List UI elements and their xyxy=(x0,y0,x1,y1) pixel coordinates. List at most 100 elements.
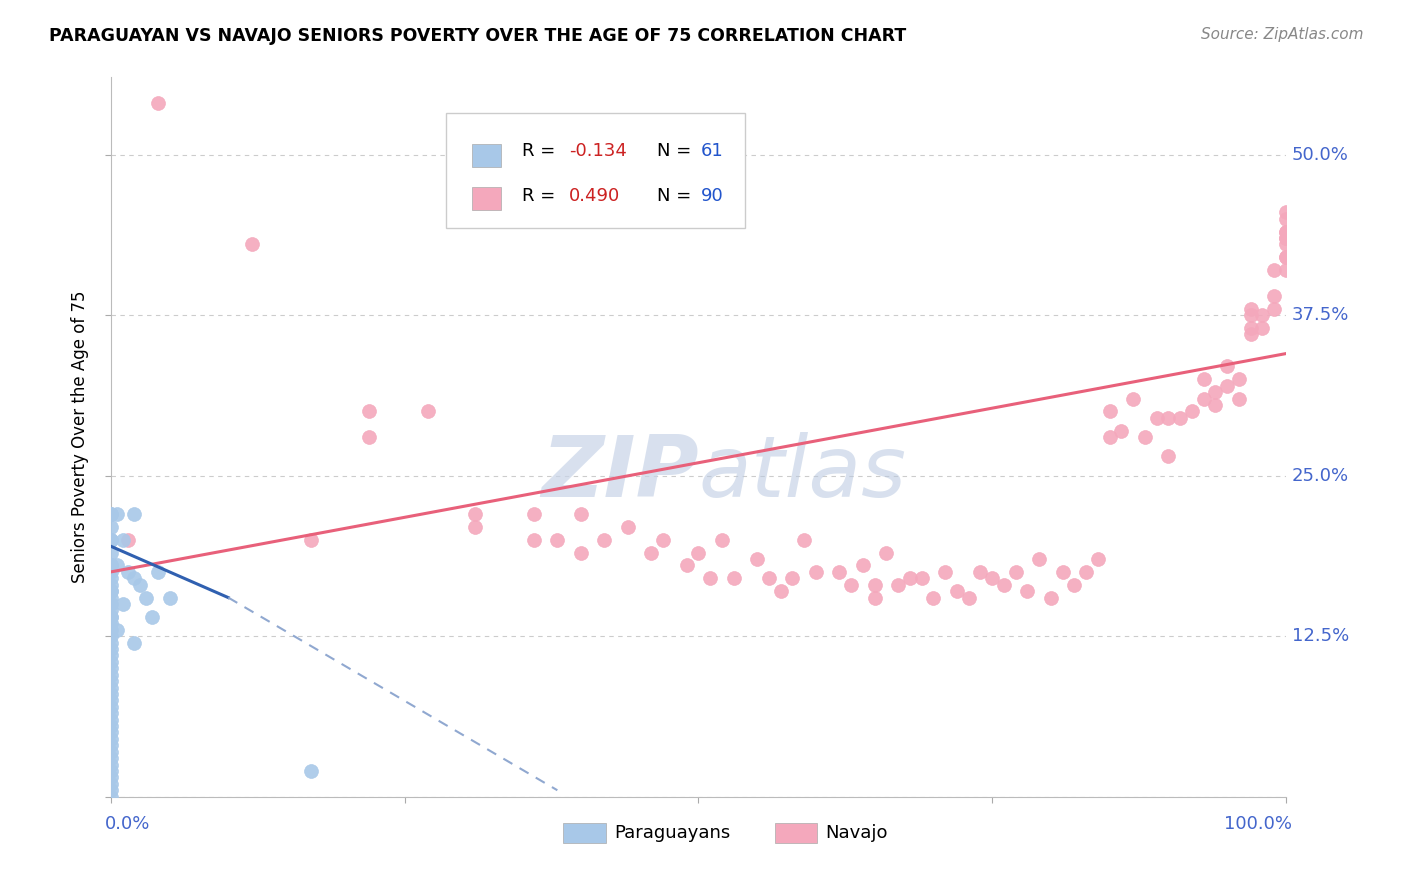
Point xyxy=(1240,308,1263,322)
Point xyxy=(1098,430,1121,444)
Point xyxy=(117,533,139,547)
Point xyxy=(100,648,122,663)
Y-axis label: Seniors Poverty Over the Age of 75: Seniors Poverty Over the Age of 75 xyxy=(72,291,89,583)
Point xyxy=(723,571,745,585)
Point xyxy=(100,597,122,611)
Point xyxy=(1192,392,1215,406)
Point xyxy=(1263,301,1285,316)
Point xyxy=(934,565,956,579)
Point xyxy=(839,578,862,592)
Point xyxy=(981,571,1004,585)
Text: N =: N = xyxy=(657,187,697,205)
Point xyxy=(100,655,122,669)
Point xyxy=(100,591,122,605)
Point xyxy=(875,546,897,560)
Point xyxy=(100,751,122,765)
Text: Source: ZipAtlas.com: Source: ZipAtlas.com xyxy=(1201,27,1364,42)
Point xyxy=(100,578,122,592)
Point xyxy=(1227,372,1250,386)
Point xyxy=(523,507,546,521)
Point xyxy=(100,771,122,785)
Point xyxy=(100,783,122,797)
Point xyxy=(100,764,122,778)
Point xyxy=(100,623,122,637)
Text: 12.5%: 12.5% xyxy=(1292,627,1350,645)
Point xyxy=(100,610,122,624)
Point xyxy=(100,565,122,579)
Point xyxy=(1098,404,1121,418)
Point xyxy=(593,533,616,547)
Point xyxy=(100,777,122,791)
Point xyxy=(100,725,122,739)
Point xyxy=(1133,430,1156,444)
Point xyxy=(100,681,122,695)
Text: PARAGUAYAN VS NAVAJO SENIORS POVERTY OVER THE AGE OF 75 CORRELATION CHART: PARAGUAYAN VS NAVAJO SENIORS POVERTY OVE… xyxy=(49,27,907,45)
Point xyxy=(1192,372,1215,386)
Text: atlas: atlas xyxy=(699,432,907,515)
Point xyxy=(100,610,122,624)
Point xyxy=(747,552,769,566)
Point xyxy=(111,533,134,547)
Point xyxy=(100,603,122,617)
Point xyxy=(852,558,875,573)
Point xyxy=(675,558,697,573)
Point xyxy=(100,635,122,649)
Point xyxy=(100,520,122,534)
Point xyxy=(1181,404,1204,418)
Point xyxy=(569,546,592,560)
Point xyxy=(911,571,934,585)
Point xyxy=(146,96,169,111)
Point xyxy=(1275,250,1298,264)
Point xyxy=(1039,591,1062,605)
Point xyxy=(1227,392,1250,406)
Point xyxy=(863,578,886,592)
Point xyxy=(946,584,969,599)
Text: R =: R = xyxy=(522,187,561,205)
Text: Paraguayans: Paraguayans xyxy=(614,824,730,842)
Point xyxy=(1275,250,1298,264)
Point xyxy=(100,629,122,643)
Point xyxy=(100,507,122,521)
FancyBboxPatch shape xyxy=(564,823,606,844)
Point xyxy=(1157,410,1180,425)
Point xyxy=(1251,308,1274,322)
Point xyxy=(1122,392,1144,406)
Text: R =: R = xyxy=(522,142,561,160)
Point xyxy=(122,571,145,585)
Text: N =: N = xyxy=(657,142,697,160)
Point xyxy=(100,584,122,599)
Point xyxy=(105,558,128,573)
Point xyxy=(359,404,381,418)
Point xyxy=(100,616,122,631)
Point xyxy=(1111,424,1133,438)
Point xyxy=(957,591,980,605)
Point xyxy=(100,674,122,689)
Point xyxy=(769,584,792,599)
Point xyxy=(299,764,322,778)
Point xyxy=(100,731,122,746)
Point xyxy=(464,507,486,521)
Text: 37.5%: 37.5% xyxy=(1292,306,1350,324)
Text: ZIP: ZIP xyxy=(541,432,699,515)
Point xyxy=(758,571,780,585)
Point xyxy=(105,623,128,637)
Point xyxy=(111,597,134,611)
Point xyxy=(122,507,145,521)
Text: 61: 61 xyxy=(700,142,724,160)
Point xyxy=(793,533,815,547)
Point xyxy=(141,610,163,624)
Point xyxy=(100,642,122,657)
Point xyxy=(782,571,804,585)
Point xyxy=(710,533,733,547)
Point xyxy=(1204,385,1226,400)
Point xyxy=(1087,552,1109,566)
Point xyxy=(898,571,921,585)
Point xyxy=(100,507,122,521)
Point xyxy=(100,558,122,573)
Point xyxy=(1263,263,1285,277)
Point xyxy=(640,546,662,560)
Point xyxy=(100,533,122,547)
Point xyxy=(100,693,122,707)
Point xyxy=(100,558,122,573)
Point xyxy=(100,789,122,804)
